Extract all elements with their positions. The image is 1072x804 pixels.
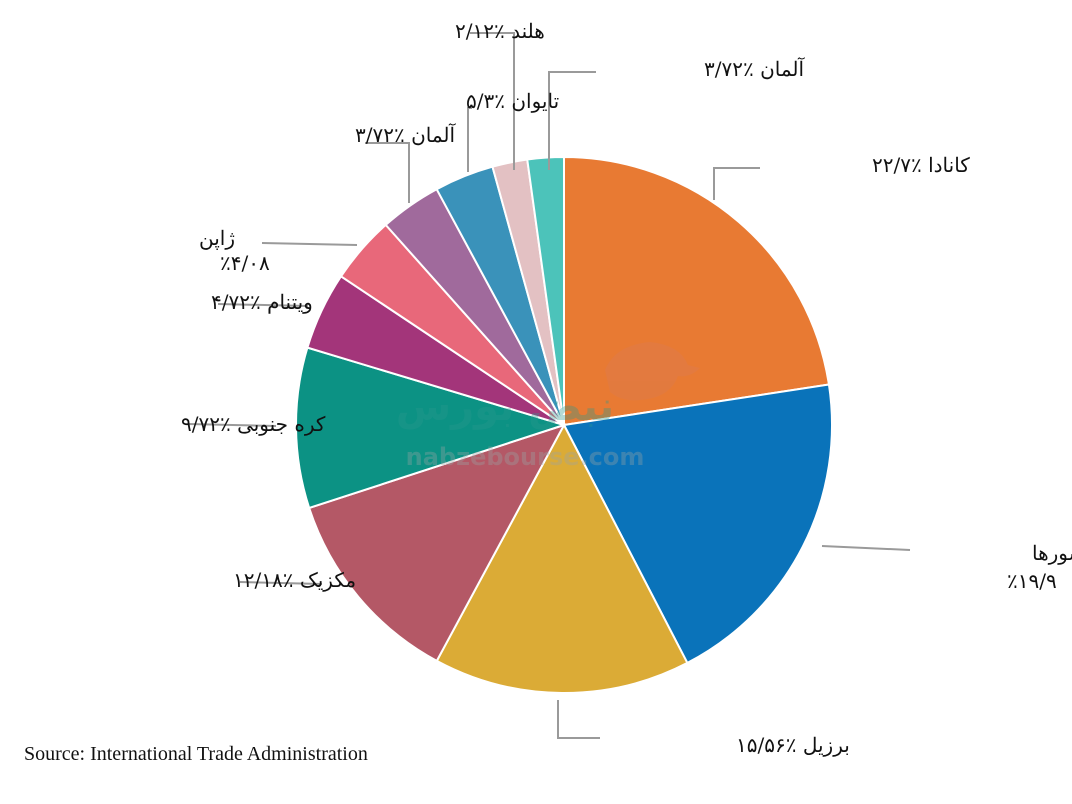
pie-slices	[295, 155, 834, 694]
leader-line	[239, 581, 323, 585]
leader-line	[557, 700, 600, 739]
leader-line	[821, 545, 911, 551]
slice-label-name: ژاپن	[199, 226, 235, 250]
leader-line	[470, 32, 515, 170]
watermark: نبض بورس nabzebourse.com	[396, 342, 700, 471]
leader-line	[467, 107, 472, 172]
leader-line	[365, 142, 410, 203]
watermark-site: nabzebourse.com	[406, 443, 645, 471]
leader-line	[261, 242, 358, 246]
pie-slice	[435, 422, 689, 694]
pie-slice	[563, 155, 831, 427]
slice-label-value: ٪۴/۰۸	[220, 251, 270, 275]
leader-lines	[187, 32, 911, 739]
leader-line	[217, 303, 309, 307]
slice-label: مکزیک ٪۱۲/۱۸	[233, 568, 356, 592]
leader-line	[187, 423, 277, 427]
pie-slice	[562, 383, 834, 665]
source-note: Source: International Trade Administrati…	[24, 743, 368, 765]
slice-label: کره جنوبی ٪۹/۷۲	[181, 412, 326, 436]
leader-line	[713, 167, 760, 200]
leader-line	[548, 71, 596, 170]
slice-label: هلند ٪۲/۱۲	[455, 19, 545, 43]
slice-label-value: ٪۱۹/۹	[1007, 569, 1057, 593]
slice-label: آلمان ٪۳/۷۲	[355, 123, 457, 147]
bull-logo-icon	[605, 342, 700, 401]
pie-slice	[295, 346, 568, 510]
slice-label: آلمان ٪۳/۷۲	[704, 57, 806, 81]
pie-slice	[526, 155, 565, 426]
slice-label-name: سایر کشورها	[1032, 541, 1072, 565]
watermark-brand: نبض بورس	[396, 384, 614, 430]
slice-label: کانادا ٪۲۲/۷	[872, 153, 970, 177]
pie-slice	[307, 423, 567, 663]
slice-labels: کانادا ٪۲۲/۷ سایر کشورها ٪۱۹/۹ برزیل ٪۱۵/۵۶…	[181, 19, 1072, 757]
slice-label: تایوان ٪۵/۳	[466, 89, 559, 113]
slice-label: برزیل ٪۱۵/۵۶	[736, 733, 850, 757]
slice-label: ویتنام ٪۴/۷۲	[211, 290, 313, 314]
